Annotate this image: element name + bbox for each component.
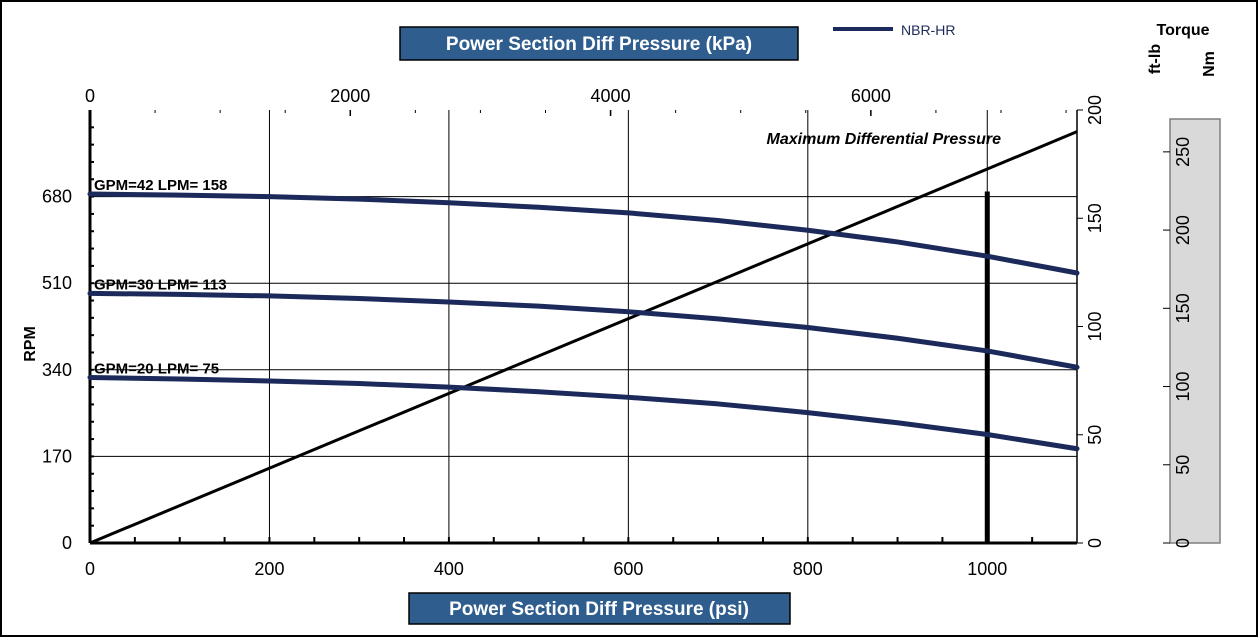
bottom-axis-title-box	[408, 592, 791, 625]
x-tick-label: 0	[85, 559, 95, 579]
rpm-curve-2	[87, 290, 1080, 370]
y-tick-label: 0	[62, 533, 72, 553]
rpm-curve-1	[87, 191, 1080, 276]
y-nm-tick-label: 250	[1173, 137, 1193, 167]
top-axis-title: Power Section Diff Pressure (kPa)	[399, 26, 799, 61]
x-tick-label: 800	[793, 559, 823, 579]
y-tick-label: 170	[42, 446, 72, 466]
y-nm-tick-label: 100	[1173, 372, 1193, 402]
y-ftlb-axis-label: ft-lb	[1147, 44, 1164, 74]
y-ftlb-tick-label: 150	[1085, 203, 1105, 233]
x-top-tick-label: 4000	[591, 86, 631, 106]
y-tick-label: 340	[42, 360, 72, 380]
x-tick-label: 200	[254, 559, 284, 579]
series	[87, 130, 1080, 545]
y-nm-tick-label: 200	[1173, 215, 1193, 245]
legend: NBR-HR	[833, 22, 955, 38]
top-axis-title-text: Power Section Diff Pressure (kPa)	[446, 34, 752, 55]
x-tick-label: 600	[613, 559, 643, 579]
bottom-axis-title: Power Section Diff Pressure (psi)	[408, 592, 791, 625]
x-tick-label: 400	[434, 559, 464, 579]
curve-label-1: GPM=42 LPM= 158	[94, 177, 227, 194]
torque-nm-scale: 0 50 100 150 200 250	[1163, 118, 1221, 548]
y-nm-tick-label: 0	[1173, 538, 1193, 548]
x-tick-label: 1000	[967, 559, 1007, 579]
y-ftlb-tick-label: 100	[1085, 311, 1105, 341]
y-nm-tick-label: 50	[1173, 455, 1193, 475]
torque-title: Torque	[1156, 22, 1209, 39]
y-tick-label: 510	[42, 273, 72, 293]
y-ftlb-tick-label: 50	[1085, 425, 1105, 445]
y-ftlb-tick-label: 200	[1085, 95, 1105, 125]
bottom-axis-title-text: Power Section Diff Pressure (psi)	[449, 599, 749, 620]
torque-line	[89, 130, 1078, 545]
y-left-axis-label: RPM	[22, 326, 39, 362]
max-pressure-label: Maximum Differential Pressure	[767, 131, 1002, 148]
x-top-tick-label: 2000	[330, 86, 370, 106]
y-ftlb-tick-label: 0	[1085, 538, 1105, 548]
curve-label-2: GPM=30 LPM= 113	[94, 276, 227, 293]
top-axis-title-box	[399, 26, 799, 61]
legend-label: NBR-HR	[901, 22, 955, 38]
nm-scale-bar	[1169, 118, 1221, 544]
ticks	[88, 109, 1083, 545]
x-top-tick-label: 6000	[851, 86, 891, 106]
x-top-tick-label: 0	[85, 86, 95, 106]
y-nm-axis-label: Nm	[1201, 51, 1218, 77]
rpm-curve-3	[87, 374, 1080, 452]
y-nm-tick-label: 150	[1173, 293, 1193, 323]
y-tick-label: 680	[42, 187, 72, 207]
curve-label-3: GPM=20 LPM= 75	[94, 360, 219, 377]
